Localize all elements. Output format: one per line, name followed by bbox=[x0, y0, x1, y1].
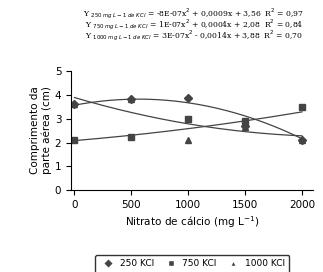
Text: Y $_{750\ mg\ L-1\ de\ KCl}$ = 1E-07x$^{2}$ + 0,0004x + 2,08  R$^{2}$ = 0,84: Y $_{750\ mg\ L-1\ de\ KCl}$ = 1E-07x$^{… bbox=[85, 18, 303, 32]
Text: Y $_{1000\ mg\ L-1\ de\ KCl}$ = 3E-07x$^{2}$ - 0,0014x + 3,88  R$^{2}$ = 0,70: Y $_{1000\ mg\ L-1\ de\ KCl}$ = 3E-07x$^… bbox=[85, 29, 303, 43]
Text: Y $_{250\ mg\ L-1\ de\ KCl}$ = -8E-07x$^{2}$ + 0,0009x + 3,56  R$^{2}$ = 0,97: Y $_{250\ mg\ L-1\ de\ KCl}$ = -8E-07x$^… bbox=[83, 7, 304, 21]
X-axis label: Nitrato de cálcio (mg L$^{-1}$): Nitrato de cálcio (mg L$^{-1}$) bbox=[125, 214, 259, 230]
Y-axis label: Comprimento da
parte aérea (cm): Comprimento da parte aérea (cm) bbox=[30, 86, 52, 175]
Legend: 250 KCl, 750 KCl, 1000 KCl: 250 KCl, 750 KCl, 1000 KCl bbox=[95, 255, 289, 272]
